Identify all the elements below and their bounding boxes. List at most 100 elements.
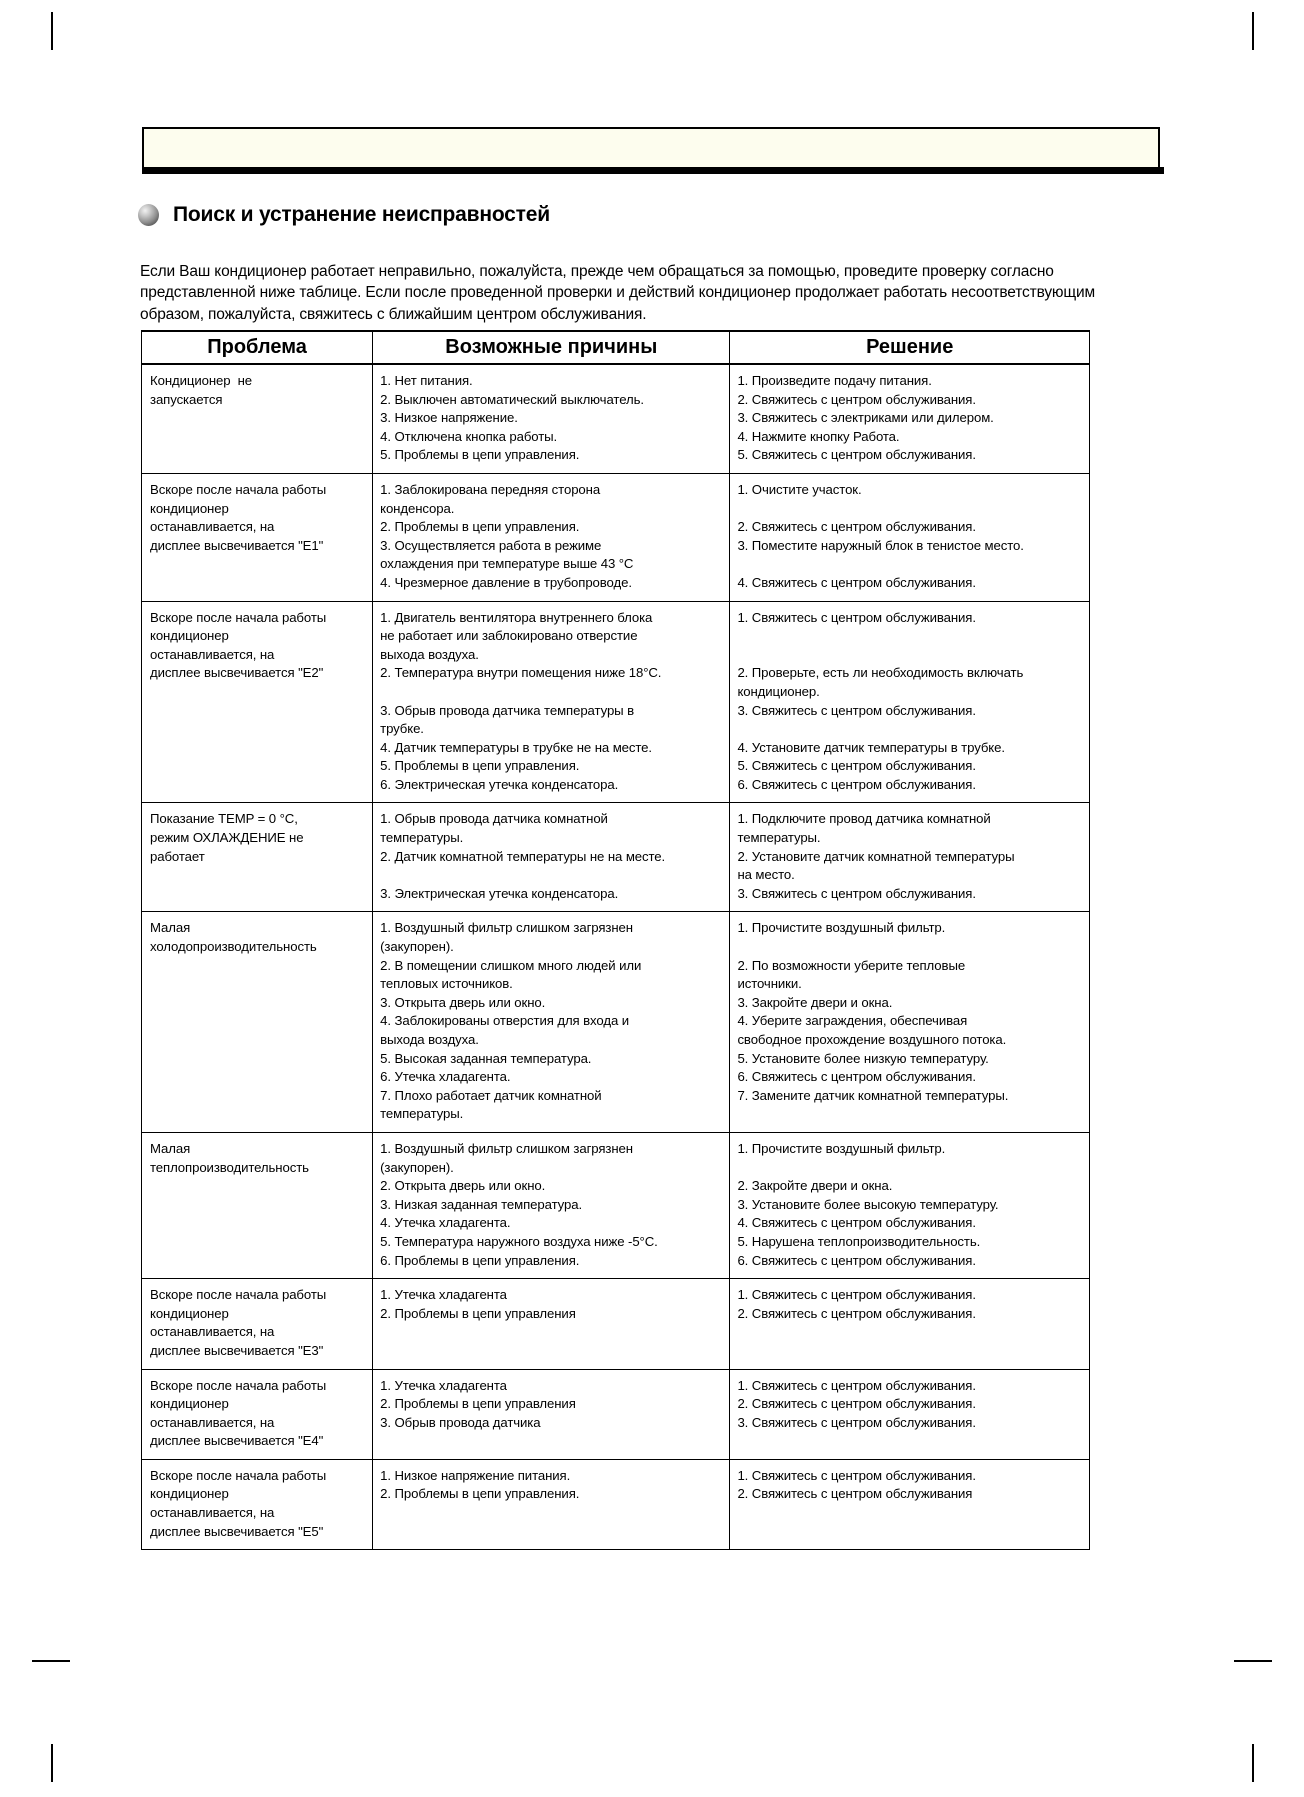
cell-line: 3. Обрыв провода датчика температуры в xyxy=(380,702,635,718)
cell-line: кондиционер xyxy=(150,1396,229,1412)
cell-line: не работает или заблокировано отверстие xyxy=(380,628,638,644)
cell-line: Кондиционер не xyxy=(150,373,253,388)
cell-line: дисплее высвечивается "E5" xyxy=(150,1523,324,1539)
cell-line: 1. Очистите участок. xyxy=(737,481,862,497)
cell-line: 4. Уберите заграждения, обеспечивая xyxy=(737,1013,968,1029)
cell-line: 3. Закройте двери и окна. xyxy=(737,994,893,1010)
page-title: Поиск и устранение неисправностей xyxy=(173,203,550,226)
cell-solution: 1. Очистите участок. 2. Свяжитесь с центр… xyxy=(729,472,1090,602)
cell-line: 6. Свяжитесь с центром обслуживания. xyxy=(737,1069,976,1085)
cell-causes: 1. Утечка хладагента 2. Проблемы в цепи у… xyxy=(372,1368,731,1460)
table-row: Кондиционер не запускается 1. Нет питания.… xyxy=(140,363,1090,474)
cell-line: 3. Обрыв провода датчика xyxy=(380,1414,541,1430)
table-row: Малая холодопроизводительность 1. Воздушны… xyxy=(140,911,1090,1133)
cell-line: 2. В помещении слишком много людей или xyxy=(380,957,642,973)
cell-causes: 1. Двигатель вентилятора внутреннего бло… xyxy=(372,600,731,804)
cell-line: температуры. xyxy=(380,1106,464,1122)
cell-line: (закупорен). xyxy=(380,939,454,955)
cell-line: 2. Проблемы в цепи управления xyxy=(380,1305,576,1321)
cell-line: охлаждения при температуре выше 43 °С xyxy=(380,556,634,572)
cell-line: 1. Свяжитесь с центром обслуживания. xyxy=(737,1287,976,1303)
cell-line: 2. Закройте двери и окна. xyxy=(737,1178,893,1194)
cell-line: 4. Отключена кнопка работы. xyxy=(380,428,558,444)
cell-line: 2. Свяжитесь с центром обслуживания. xyxy=(737,391,976,407)
cell-line: 1. Свяжитесь с центром обслуживания. xyxy=(737,1377,976,1393)
cell-line: Показание TEMP = 0 °С, xyxy=(150,811,298,827)
cell-line: 1. Свяжитесь с центром обслуживания. xyxy=(737,609,976,625)
cell-line: 2. Свяжитесь с центром обслуживания. xyxy=(737,1305,976,1321)
cell-line: Вскоре после начала работы xyxy=(150,1467,327,1483)
cell-line xyxy=(737,555,1083,574)
cell-solution: 1. Свяжитесь с центром обслуживания. 2. П… xyxy=(729,600,1090,804)
cell-line: дисплее высвечивается "E2" xyxy=(150,665,324,681)
cell-line: 2. Свяжитесь с центром обслуживания xyxy=(737,1486,973,1502)
cell-line: режим ОХЛАЖДЕНИЕ не xyxy=(150,830,304,846)
cell-solution: 1. Подключите провод датчика комнатной те… xyxy=(729,802,1090,913)
cell-line: 2. Свяжитесь с центром обслуживания. xyxy=(737,519,976,535)
cell-problem: Вскоре после начала работы кондиционер ост… xyxy=(140,1368,374,1460)
page-header-banner-shadow xyxy=(142,167,1164,174)
cell-solution: 1. Свяжитесь с центром обслуживания. 2. С… xyxy=(729,1368,1090,1460)
cell-line: 4. Нажмите кнопку Работа. xyxy=(737,428,900,444)
cell-causes: 1. Воздушный фильтр слишком загрязнен (за… xyxy=(372,1131,731,1280)
cell-line xyxy=(737,720,1083,739)
cell-line: 4. Свяжитесь с центром обслуживания. xyxy=(737,574,976,590)
cell-line: холодопроизводительность xyxy=(150,939,317,955)
cell-line: 5. Установите более низкую температуру. xyxy=(737,1050,989,1066)
column-header-problem: Проблема xyxy=(140,330,374,365)
cell-line: 1. Обрыв провода датчика комнатной xyxy=(380,811,608,827)
cell-line: дисплее высвечивается "E3" xyxy=(150,1342,324,1358)
column-header-solution: Решение xyxy=(729,330,1090,365)
cell-line: теплопроизводительность xyxy=(150,1159,309,1175)
cell-line: 3. Низкое напряжение. xyxy=(380,410,518,426)
troubleshooting-table-wrapper: Проблема Возможные причины Решение Конди… xyxy=(140,330,1090,1551)
troubleshooting-table: Проблема Возможные причины Решение Конди… xyxy=(140,330,1090,1551)
cell-line: 1. Воздушный фильтр слишком загрязнен xyxy=(380,920,633,936)
cell-line: 3. Осуществляется работа в режиме xyxy=(380,537,602,553)
table-body: Кондиционер не запускается 1. Нет питания.… xyxy=(140,363,1090,1551)
cell-line: конденсора. xyxy=(380,500,455,516)
cell-line: 3. Открыта дверь или окно. xyxy=(380,994,546,1010)
table-row: Вскоре после начала работы кондиционер ост… xyxy=(140,472,1090,602)
cell-line: останавливается, на xyxy=(150,1505,275,1521)
cell-line: 7. Плохо работает датчик комнатной xyxy=(380,1087,602,1103)
cell-line: Малая xyxy=(150,1140,191,1156)
sphere-bullet-icon xyxy=(138,204,159,226)
cell-causes: 1. Нет питания. 2. Выключен автоматически… xyxy=(372,363,731,474)
cell-causes: 1. Заблокирована передняя сторона конденс… xyxy=(372,472,731,602)
cell-line xyxy=(737,500,1083,519)
crop-mark-bottom-right xyxy=(1252,1744,1254,1782)
cell-line: 2. Датчик комнатной температуры не на ме… xyxy=(380,848,666,864)
cell-line: 5. Нарушена теплопроизводительность. xyxy=(737,1233,981,1249)
cell-line: 2. Открыта дверь или окно. xyxy=(380,1178,546,1194)
cell-line xyxy=(737,627,1083,646)
cell-problem: Малая теплопроизводительность xyxy=(140,1131,374,1280)
table-header-row: Проблема Возможные причины Решение xyxy=(140,330,1090,365)
cell-line: 3. Низкая заданная температура. xyxy=(380,1196,583,1212)
cell-line: кондиционер xyxy=(150,628,229,644)
cell-line: 4. Утечка хладагента. xyxy=(380,1215,511,1231)
cell-line: 2. Проблемы в цепи управления. xyxy=(380,1486,580,1502)
cell-line: 2. Свяжитесь с центром обслуживания. xyxy=(737,1396,976,1412)
cell-line: 2. Проверьте, есть ли необходимость вклю… xyxy=(737,665,1024,681)
cell-line: 3. Электрическая утечка конденсатора. xyxy=(380,885,619,901)
cell-line: источники. xyxy=(737,976,802,992)
crop-mark-mid-right xyxy=(1234,1660,1272,1662)
table-row: Вскоре после начала работы кондиционер ост… xyxy=(140,1368,1090,1460)
cell-line: Вскоре после начала работы xyxy=(150,1377,327,1393)
cell-line: 5. Свяжитесь с центром обслуживания. xyxy=(737,758,976,774)
cell-line: работает xyxy=(150,848,205,864)
cell-problem: Малая холодопроизводительность xyxy=(140,911,374,1133)
crop-mark-bottom-left xyxy=(51,1744,53,1782)
cell-line: 1. Нет питания. xyxy=(380,373,473,388)
cell-causes: 1. Обрыв провода датчика комнатной темпер… xyxy=(372,802,731,913)
section-heading: Поиск и устранение неисправностей xyxy=(138,203,550,227)
table-head: Проблема Возможные причины Решение xyxy=(140,330,1090,365)
cell-line: выхода воздуха. xyxy=(380,646,479,662)
cell-line: 1. Прочистите воздушный фильтр. xyxy=(737,920,946,936)
cell-line: 2. По возможности уберите тепловые xyxy=(737,957,966,973)
cell-problem: Вскоре после начала работы кондиционер ост… xyxy=(140,472,374,602)
cell-line: на место. xyxy=(737,867,795,883)
cell-line: 5. Температура наружного воздуха ниже -5… xyxy=(380,1233,658,1249)
